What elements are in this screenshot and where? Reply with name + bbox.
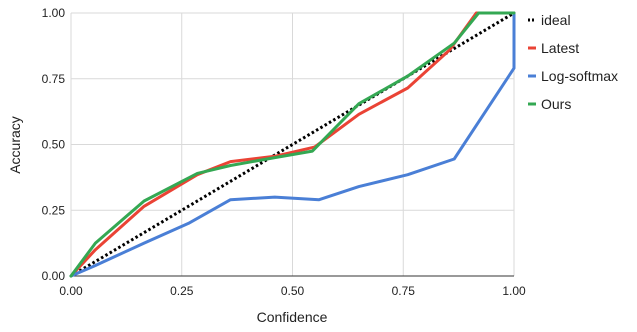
x-tick-label: 0.50 (281, 284, 305, 298)
legend: ideal Latest Log-softmax Ours (528, 12, 618, 112)
legend-item-latest: Latest (528, 40, 579, 56)
x-tick-label: 0.00 (59, 284, 83, 298)
x-tick-label: 0.75 (392, 284, 416, 298)
legend-item-ideal: ideal (528, 12, 571, 28)
x-tick-label: 0.25 (170, 284, 194, 298)
legend-label: Log-softmax (541, 68, 618, 84)
y-axis-title: Accuracy (7, 116, 23, 174)
x-tick-label: 1.00 (502, 284, 526, 298)
x-axis-title: Confidence (257, 309, 328, 325)
legend-label: ideal (541, 12, 571, 28)
y-tick-label: 0.75 (42, 72, 66, 86)
legend-item-log-softmax: Log-softmax (528, 68, 618, 84)
series-line-log-softmax (69, 11, 516, 278)
legend-item-ours: Ours (528, 96, 571, 112)
series-line-ours (69, 11, 516, 278)
series-line-ideal (70, 11, 515, 278)
series-lines (69, 11, 516, 278)
y-tick-label: 1.00 (42, 6, 66, 20)
legend-label: Ours (541, 96, 571, 112)
y-tick-label: 0.25 (42, 203, 66, 217)
legend-label: Latest (541, 40, 579, 56)
y-tick-label: 0.50 (42, 138, 66, 152)
tick-labels: 0.00 0.25 0.50 0.75 1.00 0.00 0.25 0.50 0.75 1.00 (42, 6, 526, 298)
y-tick-label: 0.00 (42, 269, 66, 283)
